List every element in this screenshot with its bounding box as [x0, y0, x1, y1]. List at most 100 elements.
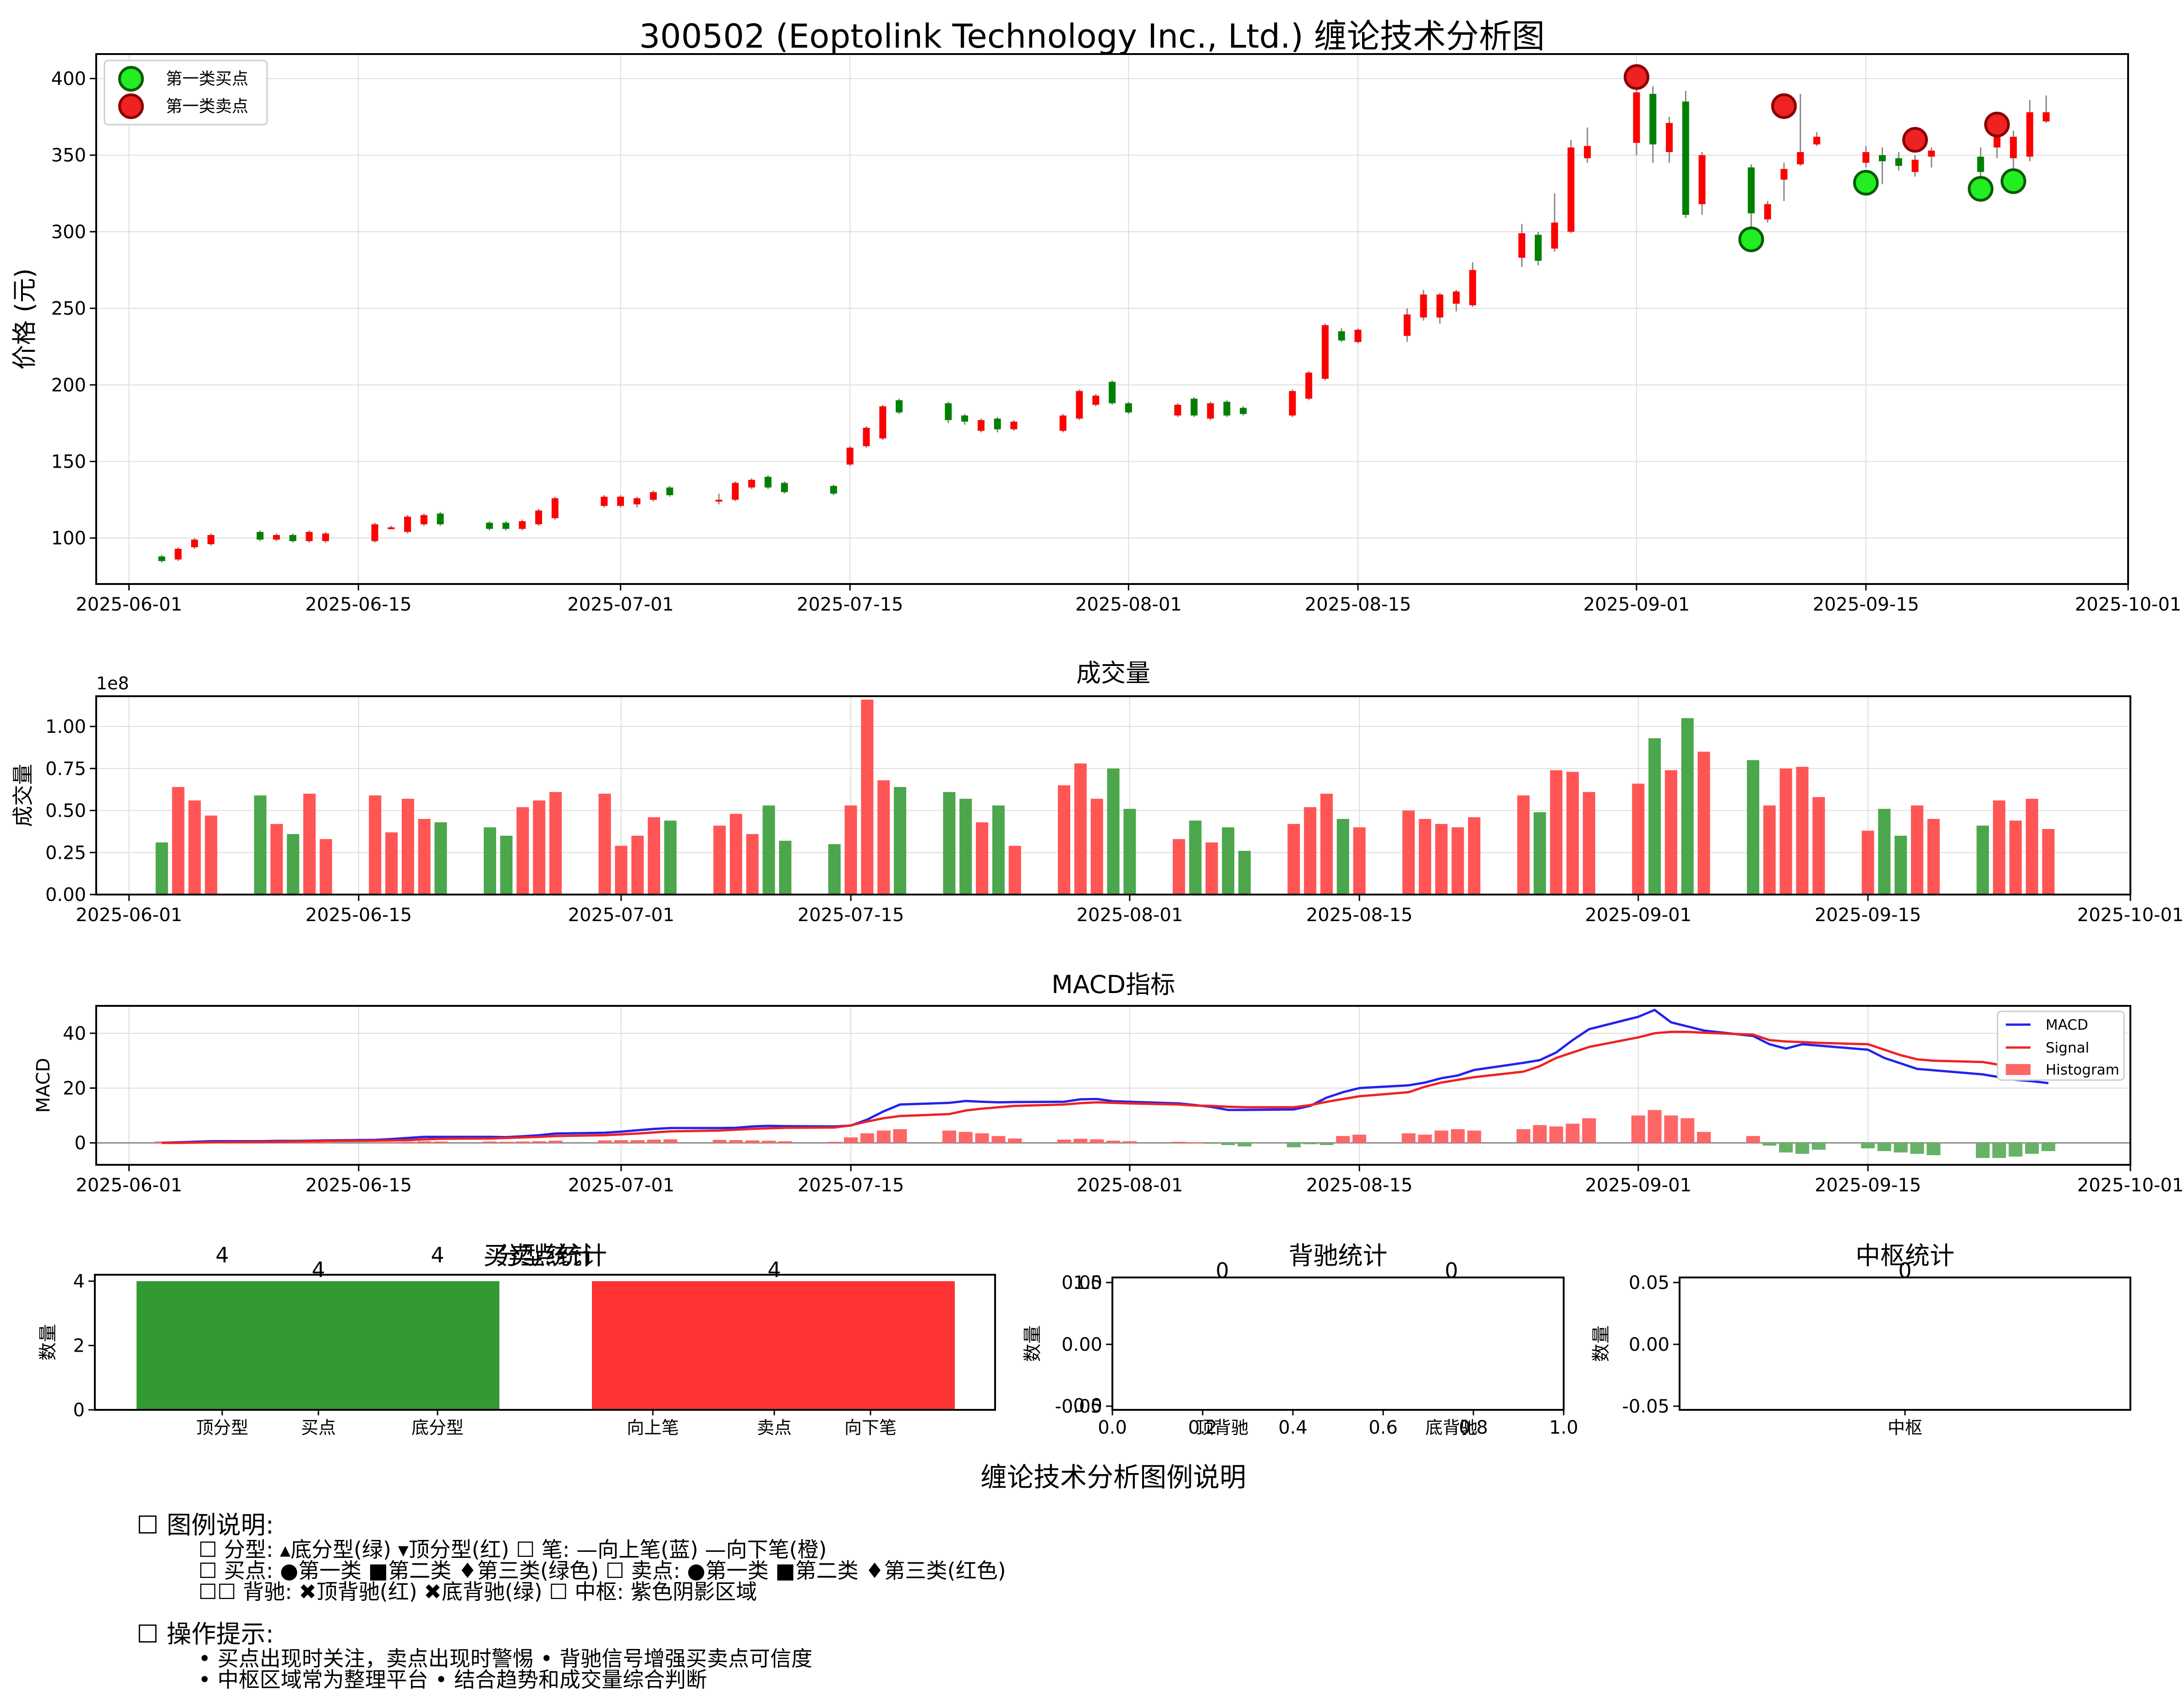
tips-section-header: ☐ 操作提示:: [137, 1620, 274, 1648]
x-tick-label: 0.4: [1278, 1417, 1308, 1438]
tips-line: • 买点出现时关注，卖点出现时警惕 • 背驰信号增强买卖点可信度: [198, 1646, 813, 1671]
stats-title: 买卖点统计: [483, 1241, 607, 1270]
volume-bar: [1861, 830, 1874, 895]
volume-bar: [1418, 819, 1431, 895]
x-tick-label: 2025-10-01: [2077, 905, 2184, 926]
legend-line: ☐ 买点: ●第一类 ■第二类 ♦第三类(绿色) ☐ 卖点: ●第一类 ■第二类…: [198, 1558, 1006, 1583]
x-tick-label: 2025-09-01: [1585, 905, 1691, 926]
y-tick-label: 0: [73, 1400, 85, 1421]
volume-bar: [1664, 770, 1677, 895]
macd-histogram-bar: [1057, 1139, 1071, 1143]
macd-histogram-bar: [1779, 1143, 1793, 1153]
candle-body: [191, 540, 198, 547]
volume-bar: [647, 817, 660, 895]
volume-bar: [205, 815, 218, 895]
macd-histogram-bar: [499, 1141, 514, 1143]
volume-bar: [1189, 820, 1202, 895]
y-axis-label: 数量: [38, 1324, 59, 1361]
macd-histogram-bar: [1746, 1136, 1760, 1143]
macd-histogram-bar: [630, 1140, 645, 1143]
legend-label: 第一类卖点: [166, 97, 248, 116]
volume-bar: [1976, 825, 1989, 895]
volume-bar: [844, 805, 857, 895]
y-axis-label: 数量: [1022, 1326, 1043, 1362]
macd-histogram-bar: [663, 1139, 678, 1143]
volume-bar: [1336, 819, 1349, 895]
candle-body: [1584, 146, 1591, 158]
volume-panel: 2025-06-01 2025-06-15 2025-07-01 2025-07-15…: [11, 659, 2184, 926]
bar-value-label: 4: [431, 1243, 444, 1267]
y-axis-label: MACD: [33, 1058, 54, 1113]
buy-point-marker: [1968, 176, 1994, 202]
macd-histogram-bar: [1090, 1139, 1104, 1143]
volume-bar: [664, 820, 677, 895]
category-label: 底背驰: [1425, 1418, 1478, 1438]
volume-bar: [418, 819, 431, 895]
y-tick-label-overlap: 1.0: [1073, 1272, 1102, 1294]
x-tick-label: 2025-09-01: [1585, 1175, 1691, 1196]
axes-frame: [95, 53, 2129, 585]
y-tick-label: 300: [51, 222, 86, 243]
y-tick-label: 0.05: [1062, 1272, 1102, 1294]
volume-bar: [401, 798, 414, 895]
volume-bar: [615, 846, 628, 895]
candle-body: [863, 427, 870, 447]
x-tick-label: 2025-08-15: [1306, 905, 1412, 926]
sell-point-marker: [1984, 111, 2010, 137]
candle-body: [1797, 152, 1804, 164]
volume-bar: [188, 800, 201, 895]
volume-bar: [1320, 793, 1333, 895]
candle-body: [158, 556, 165, 561]
candle-body: [289, 535, 296, 541]
macd-histogram-bar: [384, 1142, 399, 1143]
y-tick-label: 250: [51, 298, 86, 319]
candle-body: [1436, 294, 1444, 318]
macd-histogram-bar: [942, 1130, 956, 1143]
macd-histogram-bar: [1008, 1138, 1022, 1143]
volume-bar: [303, 793, 316, 895]
x-tick-label: 2025-07-01: [568, 905, 674, 926]
candle-body: [1174, 404, 1182, 416]
legend-panel: ☐ 图例说明: ☐ 分型: ▴底分型(绿) ▾顶分型(红) ☐ 笔: —向上笔(…: [137, 1512, 1006, 1691]
candle-body: [2010, 136, 2017, 158]
macd-histogram-bar: [778, 1141, 792, 1143]
candle-body: [273, 535, 280, 540]
candle-body: [1764, 204, 1771, 220]
candle-body: [1190, 398, 1198, 416]
volume-bar: [1008, 846, 1021, 895]
macd-histogram-bar: [876, 1130, 891, 1143]
volume-bar: [877, 780, 890, 895]
candle-body: [945, 403, 952, 420]
volume-bar: [270, 824, 283, 895]
axes-frame: [1679, 1277, 2131, 1411]
macd-histogram-bar: [1237, 1143, 1252, 1146]
volume-bar: [1517, 795, 1530, 895]
candle-body: [1977, 157, 1984, 172]
buy-stat-bar: [137, 1281, 499, 1410]
macd-histogram-bar: [1763, 1143, 1777, 1146]
candle-body: [388, 527, 395, 529]
y-tick-label: -0.05: [1622, 1396, 1670, 1417]
candle-body: [1534, 235, 1542, 261]
x-tick-label: 2025-06-15: [305, 594, 411, 615]
volume-bar: [1911, 805, 1924, 895]
candle-body: [1420, 294, 1427, 318]
x-tick-label: 0.2: [1188, 1417, 1217, 1438]
x-tick-label: 0.0: [1098, 1417, 1127, 1438]
volume-bar: [1205, 842, 1218, 895]
legend-sell-swatch: [118, 93, 144, 119]
candle-body: [207, 535, 214, 545]
divergence-title: 背驰统计: [1289, 1241, 1388, 1270]
candle-body: [1813, 136, 1820, 145]
macd-histogram-bar: [433, 1141, 448, 1143]
volume-bar: [172, 787, 185, 895]
macd-histogram-bar: [532, 1141, 546, 1143]
x-tick-label: 0.8: [1459, 1417, 1488, 1438]
category-label: 底分型: [411, 1418, 464, 1438]
candle-body: [1780, 169, 1788, 180]
y-tick-label: 100: [51, 528, 86, 549]
macd-histogram-bar: [2025, 1143, 2039, 1154]
offset-text: 1e8: [96, 673, 129, 693]
volume-bar: [976, 822, 989, 895]
